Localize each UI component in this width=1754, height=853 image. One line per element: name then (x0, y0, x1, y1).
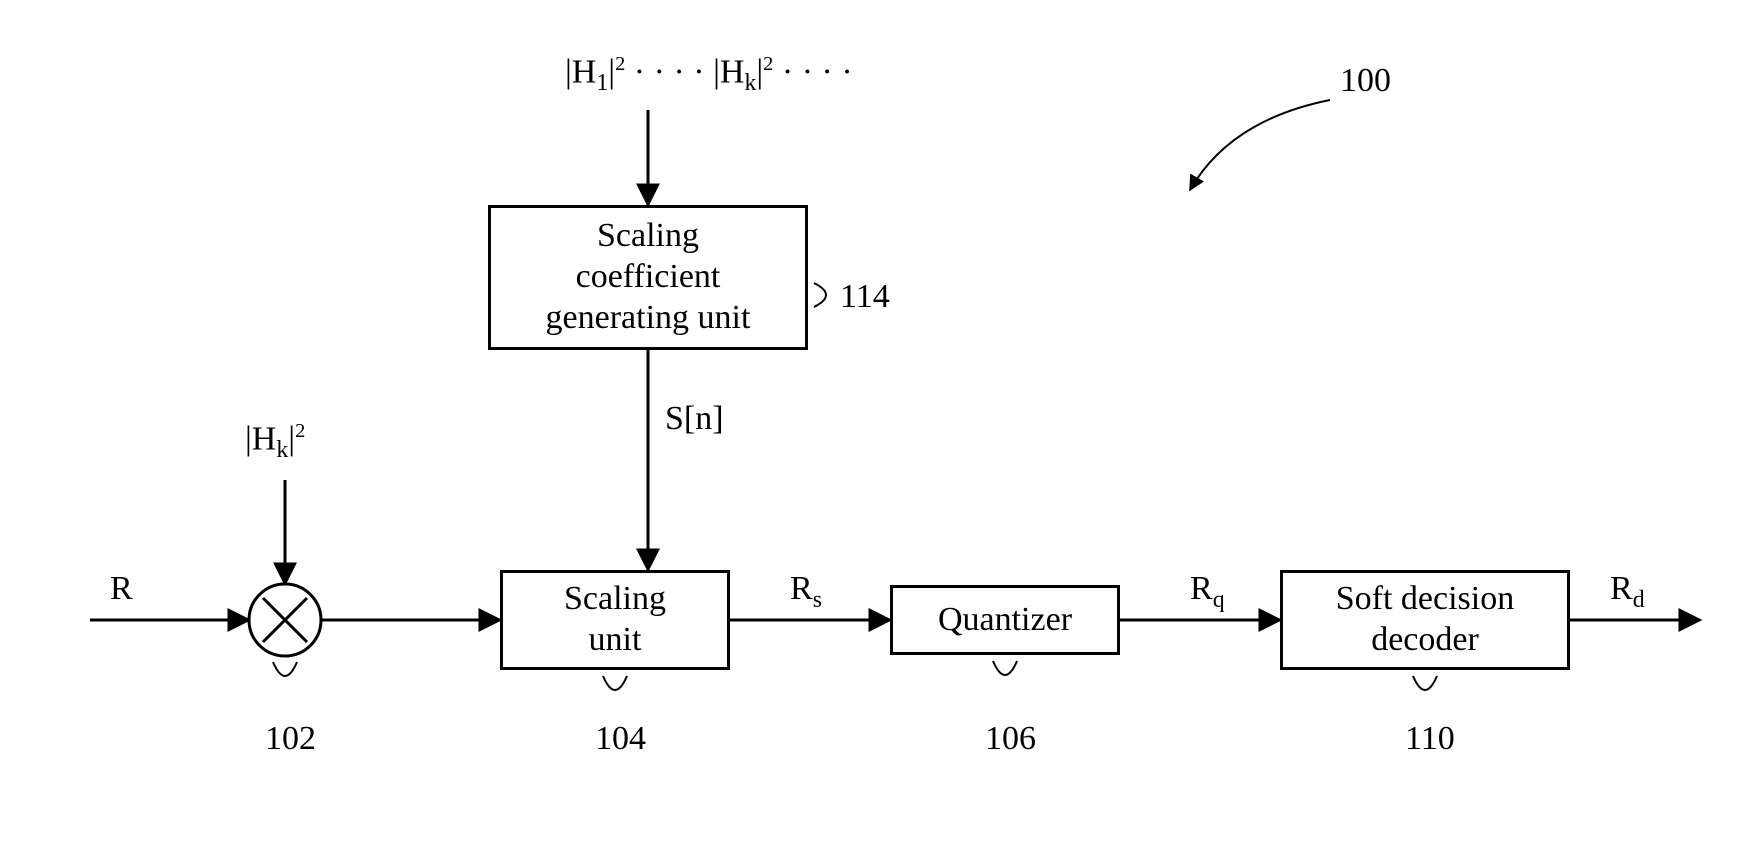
quantizer: Quantizer (890, 585, 1120, 655)
soft-decision-decoder: Soft decisiondecoder (1280, 570, 1570, 670)
label-Rd: Rd (1610, 570, 1645, 614)
label-Rq: Rq (1190, 570, 1225, 614)
label-hk2: |Hk|2 (245, 420, 305, 464)
ref-tick-110 (1413, 676, 1437, 690)
ref-tick-104 (603, 676, 627, 690)
ref-104: 104 (595, 720, 646, 758)
label-Rs: Rs (790, 570, 822, 614)
ref-114: 114 (840, 278, 890, 316)
ref-110: 110 (1405, 720, 1455, 758)
scaling-unit: Scalingunit (500, 570, 730, 670)
scg-label: Scalingcoefficientgenerating unit (546, 216, 751, 338)
ref-tick-106 (993, 661, 1017, 675)
scaling-label: Scalingunit (564, 579, 666, 661)
scaling-coefficient-generating-unit: Scalingcoefficientgenerating unit (488, 205, 808, 350)
decoder-label: Soft decisiondecoder (1336, 579, 1514, 661)
diagram-canvas: Scalingcoefficientgenerating unit Scalin… (0, 0, 1754, 853)
quantizer-label: Quantizer (938, 600, 1072, 641)
ref-100: 100 (1340, 62, 1391, 100)
ref-tick-114 (814, 283, 826, 307)
ref-tick-102 (273, 662, 297, 676)
multiplier-node (249, 584, 321, 656)
label-sn: S[n] (665, 400, 724, 438)
ref-102: 102 (265, 720, 316, 758)
ref-106: 106 (985, 720, 1036, 758)
label-R: R (110, 570, 133, 608)
label-top-input: |H1|2 · · · · |Hk|2 · · · · (565, 53, 853, 97)
ref-arrow-100 (1190, 100, 1330, 190)
